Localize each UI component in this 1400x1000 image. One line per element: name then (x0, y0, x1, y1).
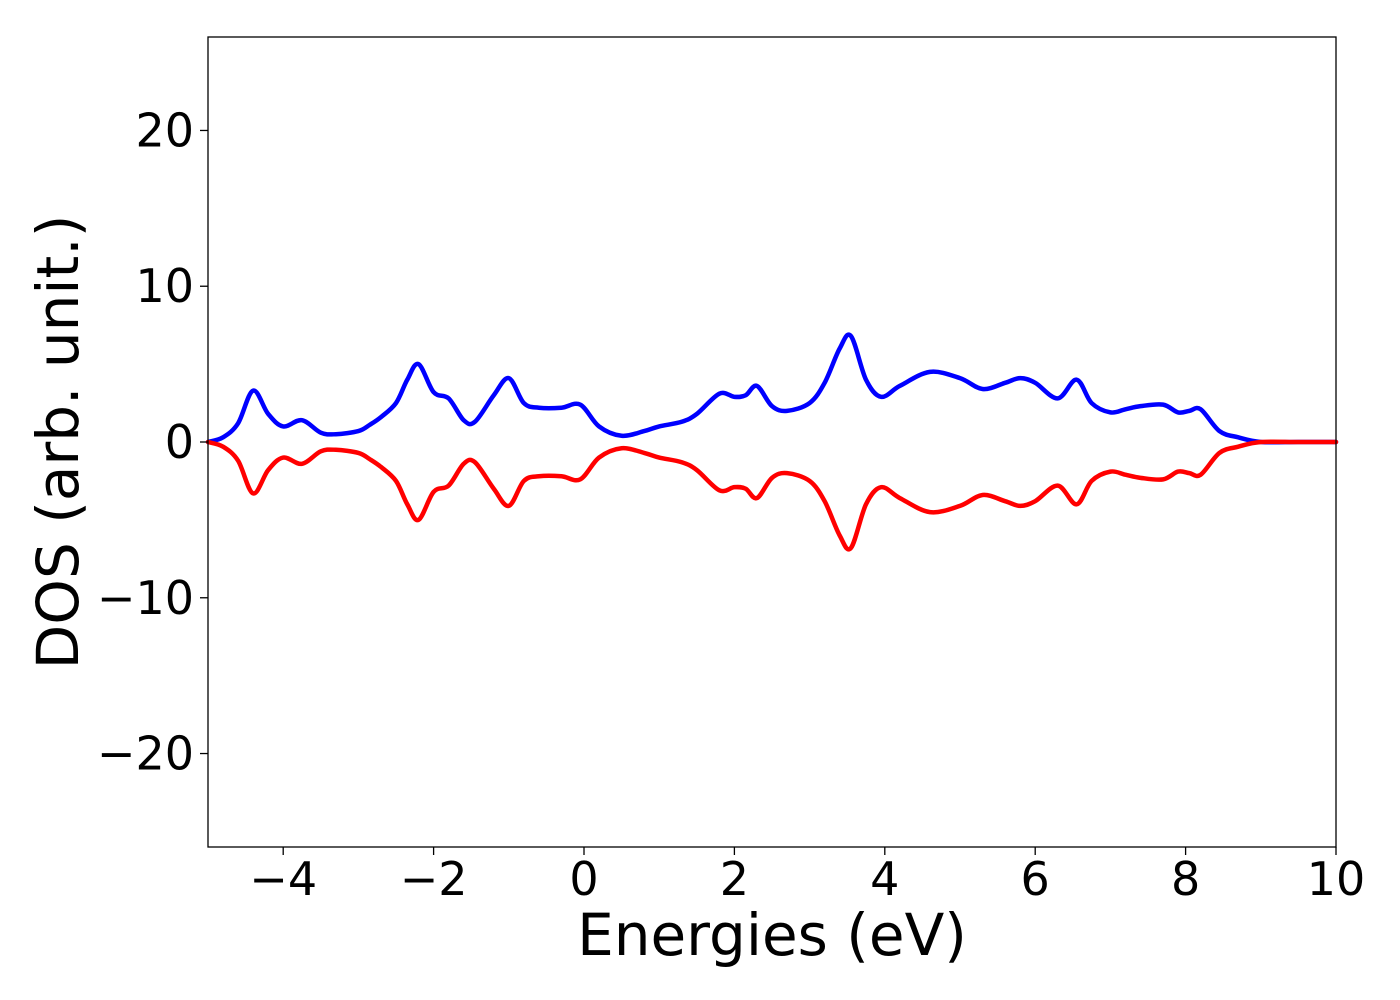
x-tick-label: −4 (249, 852, 317, 906)
x-tick-label: 8 (1171, 852, 1200, 906)
y-tick-label: 0 (165, 415, 194, 469)
series-line-1 (205, 332, 1339, 445)
series-line-2 (205, 439, 1339, 552)
x-tick-label: 6 (1021, 852, 1050, 906)
x-tick-label: 2 (720, 852, 749, 906)
x-axis-ticks: −4 −2 0 2 4 6 8 10 (249, 847, 1365, 906)
x-tick-label: 0 (569, 852, 598, 906)
y-tick-label: −20 (97, 727, 194, 781)
x-tick-label: 10 (1307, 852, 1366, 906)
y-axis-label: DOS (arb. unit.) (24, 215, 92, 670)
y-axis-ticks: −20 −10 0 10 20 (97, 103, 208, 781)
y-tick-label: 20 (135, 103, 194, 157)
x-axis-label: Energies (eV) (577, 901, 967, 969)
x-tick-label: −2 (400, 852, 468, 906)
series-layer (205, 332, 1339, 552)
x-tick-label: 4 (870, 852, 899, 906)
y-tick-label: −10 (97, 571, 194, 625)
y-tick-label: 10 (135, 259, 194, 313)
